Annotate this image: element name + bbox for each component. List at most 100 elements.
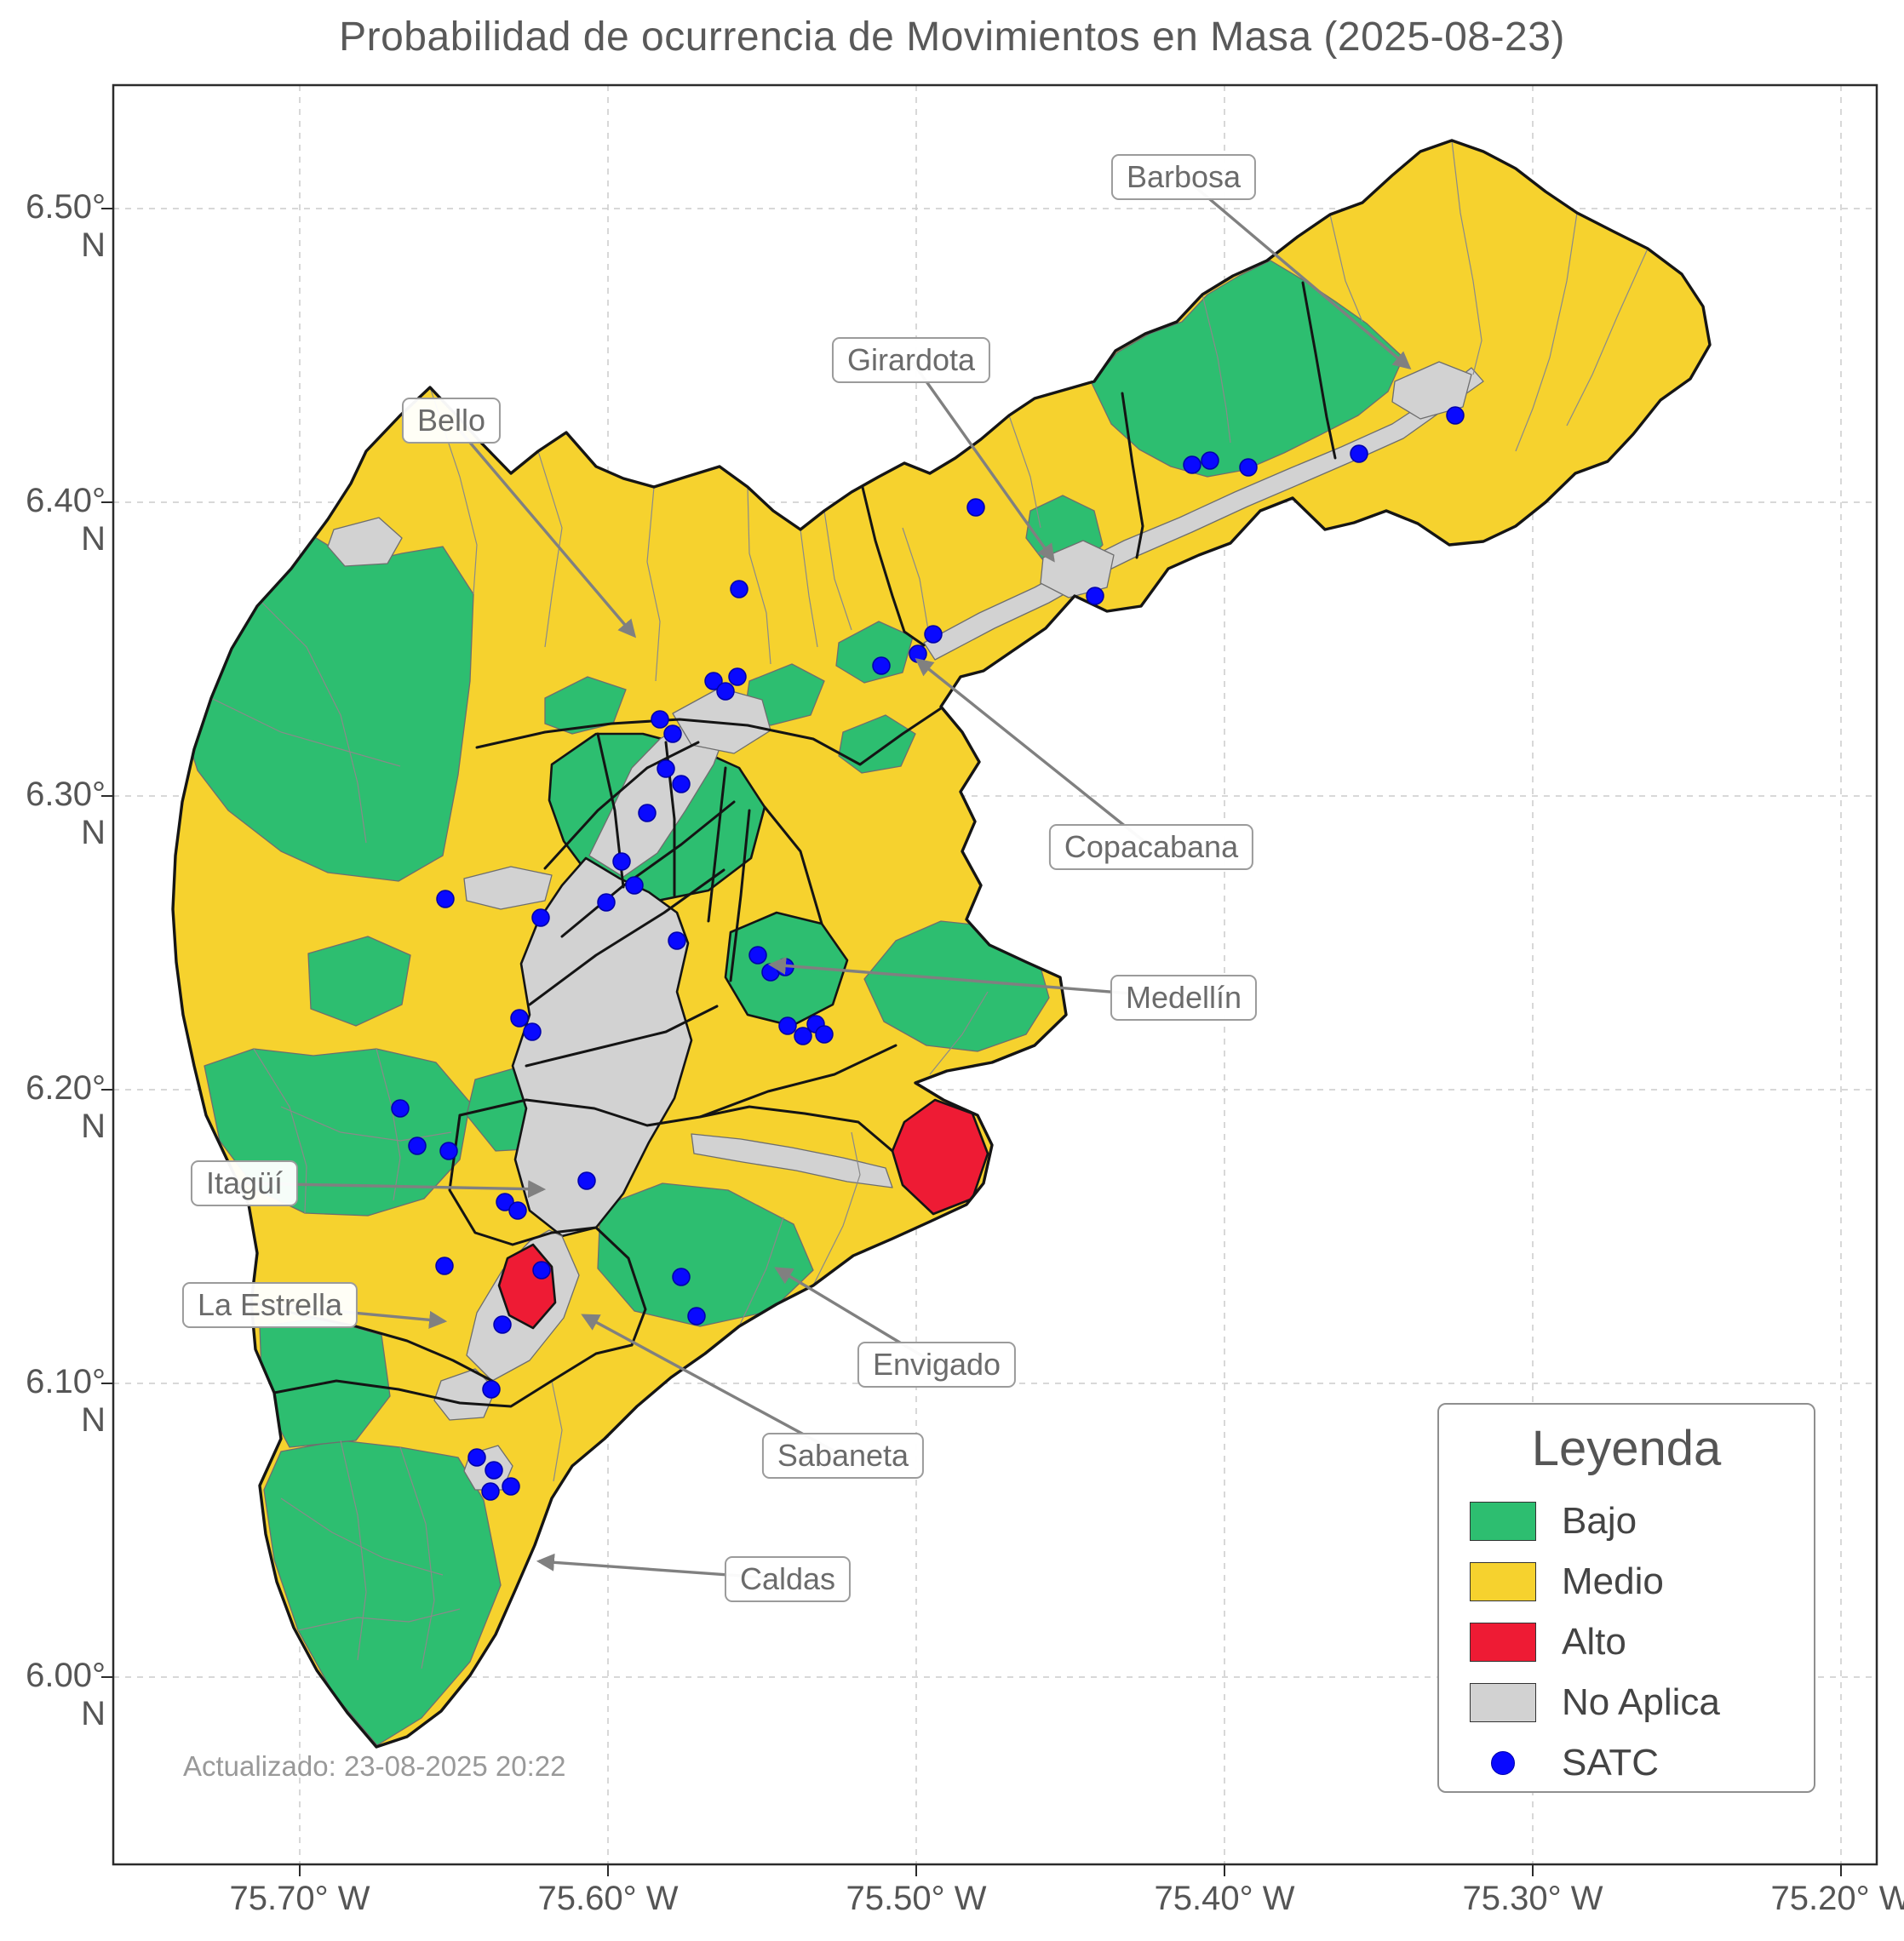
satc-station-dot — [496, 1193, 514, 1211]
x-tick-label: 75.40° W — [1154, 1880, 1295, 1917]
map-region-no_aplica-girardota-urban-gray — [1040, 540, 1115, 598]
annotation-arrow-barbosa — [1182, 175, 1412, 370]
municipality-border-line — [458, 1044, 898, 1127]
satc-station-dot — [508, 1201, 527, 1220]
y-tick-label: 6.00° N — [26, 1657, 106, 1732]
vereda-border-line — [1451, 140, 1482, 375]
vereda-border-line — [823, 510, 852, 631]
satc-station-dot — [657, 759, 675, 778]
map-region-bajo-caldas-green — [263, 1440, 502, 1746]
annotation-label-copacabana: Copacabana — [1048, 824, 1254, 870]
map-outline — [171, 139, 1712, 1749]
vereda-border-line — [376, 1048, 401, 1201]
satc-station-dot — [748, 946, 767, 965]
satc-stations — [391, 406, 1465, 1501]
chart-title: Probabilidad de ocurrencia de Movimiento… — [339, 14, 1565, 60]
satc-station-dot — [966, 498, 985, 517]
vereda-border-line — [280, 1106, 452, 1142]
x-tick-label: 75.60° W — [537, 1880, 679, 1917]
vereda-border-line — [340, 1440, 367, 1661]
satc-station-dot — [716, 682, 735, 701]
satc-station-dot — [408, 1137, 427, 1155]
swatch-bajo — [1470, 1501, 1536, 1541]
satc-station-dot — [672, 775, 691, 793]
vereda-border-line — [551, 1380, 563, 1482]
swatch-medio — [1470, 1561, 1536, 1601]
satc-station-dot — [1086, 587, 1104, 605]
annotation-arrow-copacabana — [915, 658, 1153, 849]
vereda-border-line — [297, 1608, 461, 1631]
vereda-border-line — [646, 486, 661, 682]
satc-station-dot — [577, 1171, 596, 1190]
annotation-arrow-bello — [450, 419, 637, 638]
vereda-border-line — [812, 1131, 861, 1286]
vereda-border-line — [902, 527, 929, 631]
municipality-border-line — [594, 1226, 647, 1347]
municipality-border-line — [858, 475, 926, 647]
map-region-no_aplica-barbosa-urban-gray — [1391, 361, 1472, 420]
satc-station-dot — [668, 931, 686, 950]
satc-station-dot — [482, 1380, 501, 1399]
satc-station-dot — [672, 1268, 691, 1286]
legend-item-bajo: Bajo — [1439, 1491, 1814, 1551]
legend-item-label: Bajo — [1562, 1499, 1637, 1542]
satc-station-dot — [493, 1315, 512, 1334]
y-tick-label: 6.20° N — [26, 1069, 106, 1145]
legend-title: Leyenda — [1531, 1421, 1722, 1476]
annotation-label-itagui: Itagüí — [190, 1160, 299, 1206]
vereda-border-line — [1515, 212, 1578, 452]
legend-item-label: SATC — [1562, 1741, 1660, 1784]
satc-station-dot — [704, 672, 723, 690]
annotation-label-barbosa: Barbosa — [1110, 154, 1257, 200]
map-region-no_aplica-west-gray-finger — [463, 866, 553, 910]
map-region-no_aplica-bello-nw-gray — [327, 517, 403, 567]
y-tick-label: 6.40° N — [26, 482, 106, 558]
satc-station-dot — [663, 724, 682, 743]
legend-item-satc: SATC — [1439, 1732, 1814, 1793]
municipality-border-line — [698, 1105, 894, 1153]
satc-station-dot — [1446, 406, 1465, 425]
municipality-border-line — [543, 741, 700, 870]
satc-station-dot — [439, 1142, 458, 1160]
x-tick-label: 75.20° W — [1770, 1880, 1904, 1917]
legend-item-label: No Aplica — [1562, 1680, 1720, 1723]
satc-station-dot — [794, 1027, 812, 1045]
vereda-border-line — [1008, 415, 1041, 529]
legend-items: Bajo Medio Alto No Aplica SATC — [1439, 1491, 1814, 1793]
satc-station-dot — [597, 893, 616, 912]
municipality-border-line — [560, 800, 736, 938]
annotation-arrow-girardota — [909, 359, 1055, 563]
annotation-label-bello: Bello — [401, 398, 502, 444]
legend-item-label: Medio — [1562, 1560, 1664, 1602]
vereda-border-line — [280, 1497, 444, 1576]
municipality-border-line — [707, 766, 727, 923]
map-region-bajo-copacabana-green — [835, 621, 914, 684]
municipality-border-line — [448, 1114, 598, 1246]
municipality-border-line — [525, 1005, 719, 1068]
map-region-no_aplica-estrella-gray — [433, 1368, 496, 1421]
satc-station-dot — [391, 1099, 410, 1118]
satc-station-dot — [612, 852, 631, 871]
vereda-border-line — [800, 529, 818, 648]
annotation-label-sabaneta: Sabaneta — [761, 1433, 925, 1479]
y-tick-label: 6.50° N — [26, 188, 106, 264]
satc-station-dot — [815, 1025, 834, 1044]
satc-station-dot — [435, 1257, 454, 1275]
municipality-border-line — [729, 809, 751, 982]
vereda-border-line — [1566, 248, 1649, 427]
satc-station-dot — [651, 710, 669, 729]
satc-dot-icon — [1491, 1750, 1515, 1775]
satc-station-dot — [687, 1307, 706, 1325]
x-tick-label: 75.50° W — [846, 1880, 987, 1917]
vereda-border-line — [1201, 294, 1231, 444]
satc-station-dot — [436, 890, 455, 908]
satc-station-dot — [1239, 458, 1258, 477]
satc-station-dot — [872, 656, 891, 675]
legend-item-medio: Medio — [1439, 1551, 1814, 1612]
y-tick-label: 6.10° N — [26, 1363, 106, 1439]
vereda-border-line — [929, 991, 989, 1075]
satc-station-dot — [1201, 451, 1219, 470]
vereda-border-line — [747, 486, 771, 665]
vereda-border-line — [399, 1446, 435, 1669]
